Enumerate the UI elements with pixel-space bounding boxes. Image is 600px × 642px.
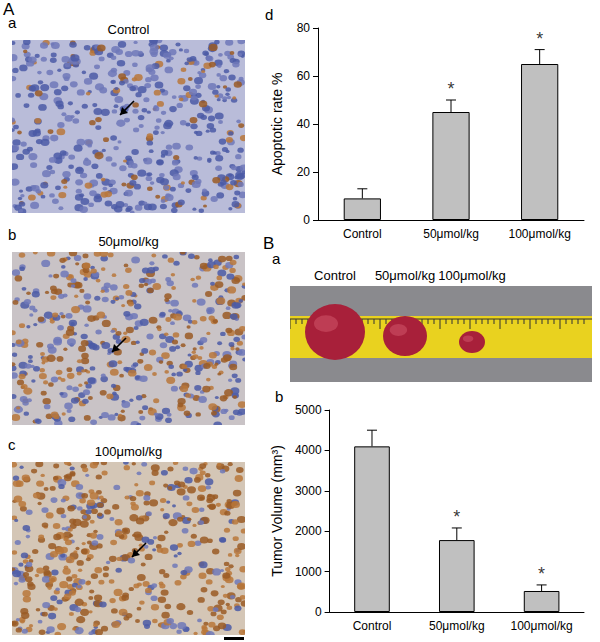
svg-text:Control: Control bbox=[343, 227, 382, 241]
svg-text:*: * bbox=[447, 79, 454, 99]
svg-text:50μmol/kg: 50μmol/kg bbox=[423, 227, 479, 241]
svg-text:100μmol/kg: 100μmol/kg bbox=[509, 227, 571, 241]
html-text:d: d bbox=[265, 6, 274, 23]
svg-text:50μmol/kg: 50μmol/kg bbox=[429, 619, 485, 633]
html-text:Control: Control bbox=[107, 22, 150, 37]
html-text:50μmol/kg 100μmol/kg: 50μmol/kg 100μmol/kg bbox=[374, 268, 506, 283]
svg-text:5000: 5000 bbox=[295, 403, 322, 417]
svg-text:4000: 4000 bbox=[295, 443, 322, 457]
html-text:b: b bbox=[8, 226, 17, 243]
html-text:c: c bbox=[8, 436, 16, 453]
html-text:Control: Control bbox=[314, 268, 356, 283]
html-text:a: a bbox=[272, 250, 281, 267]
html-text:100μmol/kg: 100μmol/kg bbox=[94, 444, 163, 459]
svg-text:20: 20 bbox=[297, 165, 311, 179]
svg-text:*: * bbox=[538, 564, 545, 584]
svg-text:0: 0 bbox=[303, 213, 310, 227]
svg-text:3000: 3000 bbox=[295, 484, 322, 498]
html-text:50μmol/kg: 50μmol/kg bbox=[98, 234, 159, 249]
svg-text:1000: 1000 bbox=[295, 565, 322, 579]
html-text:A: A bbox=[3, 0, 15, 19]
svg-text:2000: 2000 bbox=[295, 524, 322, 538]
svg-text:*: * bbox=[453, 507, 460, 527]
svg-text:Control: Control bbox=[353, 619, 392, 633]
html-text:a: a bbox=[8, 14, 17, 31]
svg-text:0: 0 bbox=[315, 605, 322, 619]
html-text:b: b bbox=[275, 388, 284, 405]
svg-text:80: 80 bbox=[297, 21, 311, 35]
svg-text:Apoptotic rate %: Apoptotic rate % bbox=[269, 73, 285, 176]
svg-text:100μmol/kg: 100μmol/kg bbox=[510, 619, 572, 633]
svg-text:60: 60 bbox=[297, 69, 311, 83]
svg-text:*: * bbox=[536, 29, 543, 49]
svg-text:Tumor Volume (mm³): Tumor Volume (mm³) bbox=[269, 445, 285, 577]
svg-text:40: 40 bbox=[297, 117, 311, 131]
html-text:B: B bbox=[263, 234, 275, 253]
